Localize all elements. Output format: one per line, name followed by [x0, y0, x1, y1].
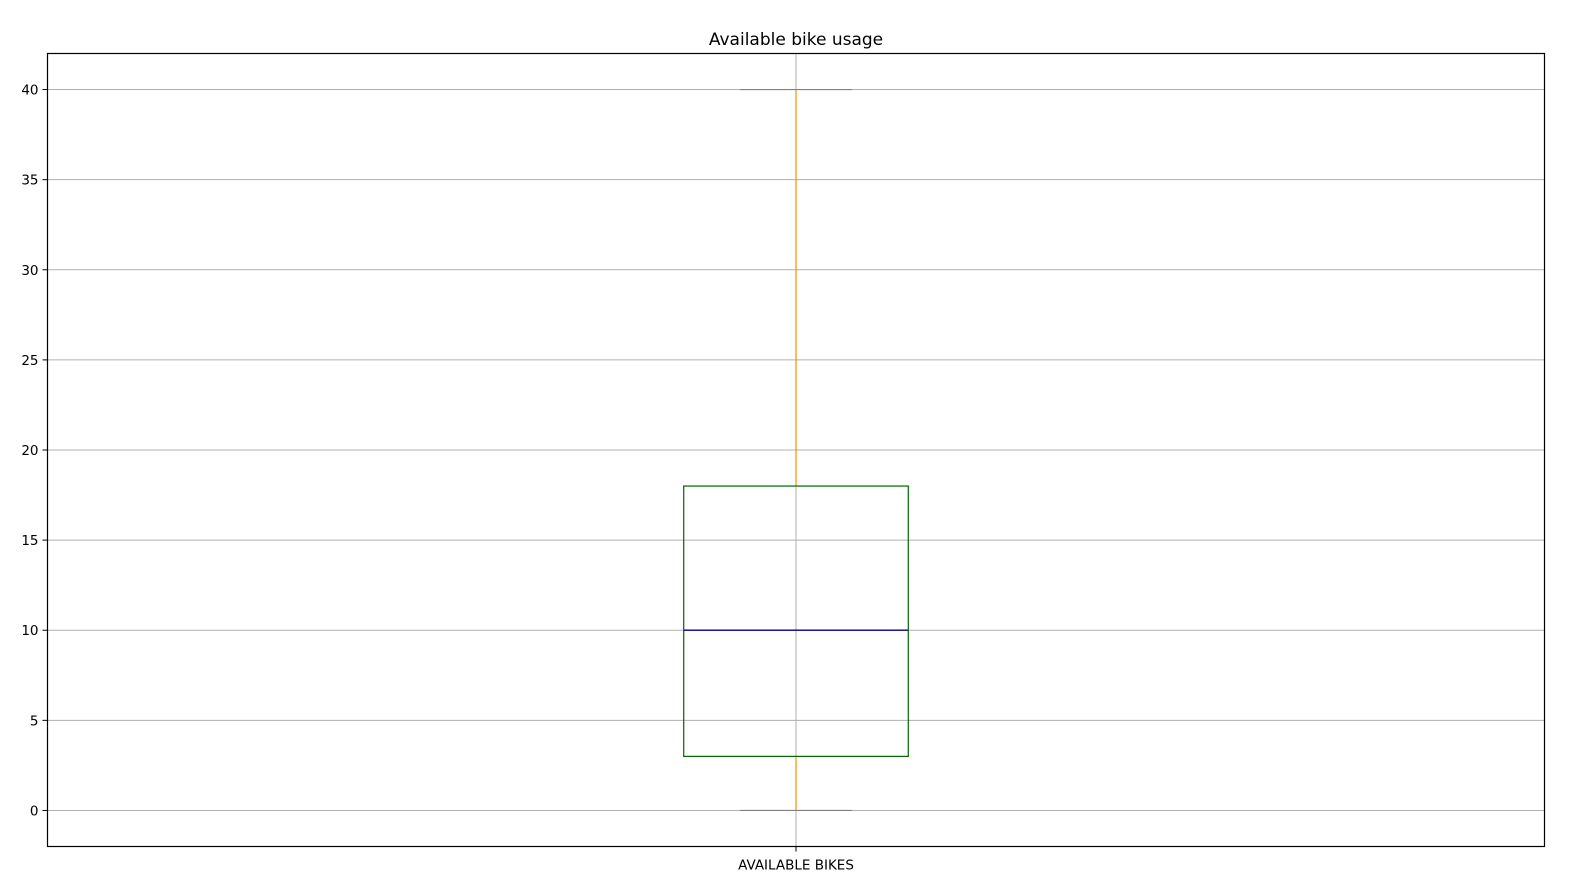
- y-tick-label: 20: [21, 443, 38, 459]
- y-tick-label: 30: [21, 263, 38, 279]
- y-tick-label: 25: [21, 353, 38, 369]
- y-tick-label: 15: [21, 533, 38, 549]
- tick-layer: 0 5 10 15 20 25 30 35 40 AVAILABLE BIKES: [21, 83, 854, 874]
- chart-title: Available bike usage: [709, 30, 883, 50]
- iqr-box: [683, 485, 909, 757]
- x-tick-label: AVAILABLE BIKES: [738, 858, 854, 874]
- box-layer: [683, 88, 909, 812]
- y-tick-label: 40: [21, 83, 38, 99]
- y-tick-label: 35: [21, 173, 38, 189]
- y-tick-label: 10: [21, 623, 38, 639]
- y-tick-label: 0: [30, 803, 39, 819]
- y-tick-label: 5: [30, 713, 39, 729]
